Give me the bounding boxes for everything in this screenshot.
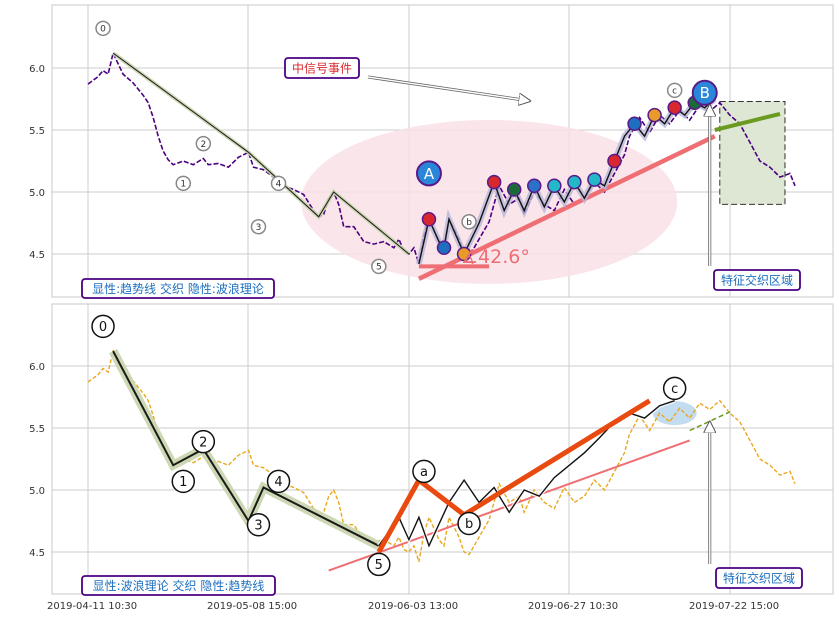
x-tick-label: 2019-05-08 15:00 — [207, 601, 297, 612]
wave-path — [112, 350, 380, 547]
wave-label-circle — [461, 214, 477, 230]
x-tick-label: 2019-07-22 15:00 — [689, 601, 779, 612]
wave-label-text: 5 — [375, 558, 383, 573]
wave-label-circle — [171, 469, 196, 494]
wave-path — [112, 52, 410, 255]
wave-label-text: 0 — [99, 320, 107, 335]
wave-label-text: 4 — [274, 475, 282, 490]
wave-label-text: 3 — [254, 518, 262, 533]
wave-label-circle — [367, 552, 391, 577]
mode-label: 显性:波浪理论 交织 隐性:趋势线 — [93, 578, 265, 593]
signal-marker — [456, 246, 472, 262]
wave-label-circle — [412, 459, 436, 484]
price-line — [87, 50, 796, 265]
price-line — [87, 348, 796, 563]
wave-label-circle — [91, 314, 115, 339]
wave-label-circle — [250, 218, 267, 235]
wave-label-text: c — [671, 382, 678, 397]
plot-frame — [51, 303, 834, 595]
signal-marker — [607, 153, 622, 169]
wave-label-circle — [457, 511, 481, 536]
wave-label-text: c — [672, 87, 677, 97]
signal-marker — [587, 172, 602, 187]
wave-label-circle — [415, 160, 442, 187]
wave-label-text: B — [700, 84, 710, 102]
plot-area: 0 1 2 3 4 5 A Bb c — [87, 20, 796, 284]
wave-label-text: 4 — [276, 180, 282, 190]
wave-label-circle — [266, 469, 291, 494]
trend-line-green — [714, 111, 781, 132]
feature-label: 特征交织区域 — [723, 571, 795, 586]
y-tick-label: 4.5 — [29, 250, 45, 261]
wave-label-text: A — [424, 165, 435, 183]
wave-label-text: a — [420, 465, 428, 480]
wave-label-text: 2 — [200, 140, 206, 150]
feature-ellipse — [652, 401, 697, 426]
wave-label-circle — [371, 258, 387, 275]
wave-label-text: 2 — [199, 435, 207, 450]
signal-label: 中信号事件 — [292, 61, 352, 76]
trend-line-pink — [328, 439, 691, 572]
x-axis-labels: 2019-04-11 10:30 2019-05-08 15:00 2019-06-… — [47, 601, 779, 612]
signal-marker — [547, 178, 562, 194]
signal-arrow — [367, 76, 530, 101]
feature-label-box — [713, 269, 801, 291]
feature-label-box — [715, 567, 803, 589]
x-tick-label: 2019-04-11 10:30 — [47, 601, 137, 612]
wave-label-text: 1 — [180, 180, 186, 190]
mode-label-box — [81, 575, 276, 596]
y-tick-label: 5.0 — [29, 486, 45, 497]
signal-marker — [667, 100, 682, 115]
y-tick-label: 5.5 — [29, 424, 45, 435]
x-tick-label: 2019-06-27 10:30 — [528, 601, 618, 612]
wave-label-text: 1 — [179, 475, 187, 490]
bottom-panel: 4.5 5.0 5.5 6.0 0 1 2 3 4 5 a b c 特征交织区域 显性:波浪理论 交织 隐性… — [29, 303, 834, 596]
wave-label-circle — [95, 20, 111, 37]
y-tick-label: 5.5 — [29, 126, 45, 137]
y-tick-label: 6.0 — [29, 64, 45, 75]
angle-label: ∡42.6° — [461, 246, 530, 268]
wave-orange-line — [376, 398, 651, 554]
wave-label-circle — [666, 82, 683, 99]
feature-region — [719, 100, 786, 205]
wave-label-text: 3 — [256, 223, 262, 233]
wave-label-text: b — [466, 218, 472, 228]
wave-label-circle — [662, 376, 687, 401]
feature-label: 特征交织区域 — [721, 273, 793, 288]
plot-area: 0 1 2 3 4 5 a b c — [87, 314, 796, 577]
x-tick-label: 2019-06-03 13:00 — [368, 601, 458, 612]
signal-marker — [436, 240, 452, 256]
wave-label-circle — [270, 175, 287, 192]
mode-label: 显性:趋势线 交织 隐性:波浪理论 — [92, 281, 264, 296]
signal-marker — [506, 182, 522, 197]
mode-label-box — [81, 278, 275, 299]
signal-label-box — [284, 57, 360, 79]
y-tick-label: 6.0 — [29, 362, 45, 373]
signal-marker — [527, 178, 542, 194]
y-tick-label: 5.0 — [29, 188, 45, 199]
y-tick-label: 4.5 — [29, 548, 45, 559]
wave-label-text: 0 — [100, 25, 106, 35]
signal-marker — [421, 212, 437, 227]
wave-label-circle — [246, 512, 271, 537]
wave-label-circle — [175, 175, 192, 192]
wave-label-circle — [195, 135, 212, 152]
trend-line-green — [689, 411, 731, 432]
wave-label-text: b — [465, 517, 473, 532]
signal-marker — [567, 174, 582, 190]
signal-marker — [627, 116, 642, 132]
signal-marker — [486, 174, 502, 190]
wave-label-circle — [191, 429, 216, 454]
signal-marker — [647, 107, 662, 123]
wave-label-text: 5 — [376, 263, 382, 273]
